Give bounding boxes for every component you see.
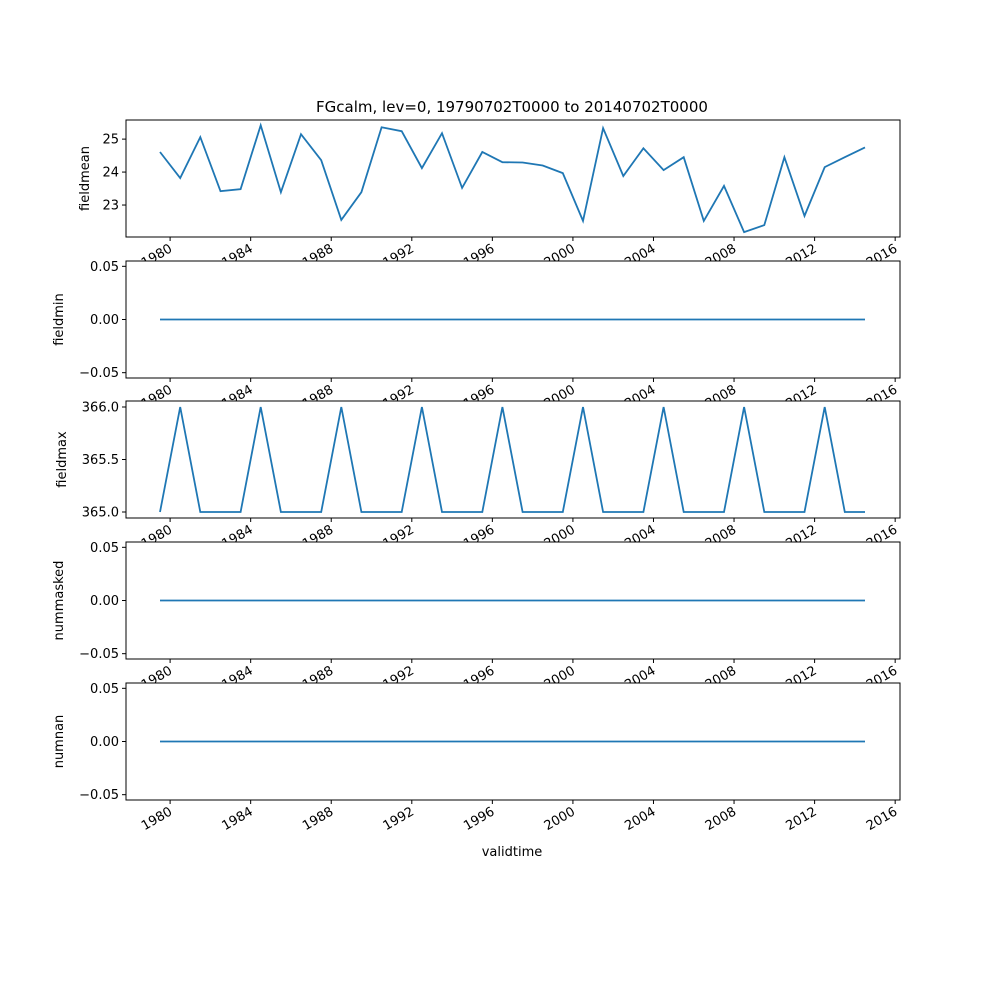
y-tick-label: 25 xyxy=(102,133,119,148)
series-line-fieldmax xyxy=(159,406,865,513)
y-tick-label: 0.05 xyxy=(90,682,119,697)
x-tick-label: 2000 xyxy=(542,804,578,834)
y-tick-label: 0.00 xyxy=(90,594,119,609)
y-tick-label: 0.00 xyxy=(90,313,119,328)
y-tick-label: 0.05 xyxy=(90,541,119,556)
y-axis-label: nummasked xyxy=(52,561,67,641)
y-axis-label: fieldmin xyxy=(52,293,67,346)
x-tick-label: 1992 xyxy=(381,804,417,834)
x-tick-label: 1996 xyxy=(461,804,497,834)
y-tick-label: 0.05 xyxy=(90,260,119,275)
x-tick-label: 2008 xyxy=(703,804,739,834)
x-tick-label: 2004 xyxy=(622,804,658,834)
x-tick-label: 1980 xyxy=(139,804,175,834)
y-tick-label: −0.05 xyxy=(79,788,119,803)
chart-title: FGcalm, lev=0, 19790702T0000 to 20140702… xyxy=(316,98,708,116)
x-tick-label: 1984 xyxy=(220,804,256,834)
y-tick-label: 365.0 xyxy=(82,506,119,521)
y-axis-label: fieldmax xyxy=(55,431,70,488)
x-tick-label: 1988 xyxy=(300,804,336,834)
y-tick-label: 23 xyxy=(102,199,119,214)
x-tick-label: 2016 xyxy=(864,804,900,834)
y-tick-label: 366.0 xyxy=(82,400,119,415)
y-axis-label: numnan xyxy=(52,715,67,769)
x-axis-label: validtime xyxy=(482,845,543,860)
x-tick-label: 2012 xyxy=(783,804,819,834)
y-tick-label: 24 xyxy=(102,166,119,181)
y-tick-label: 0.00 xyxy=(90,735,119,750)
axes-background xyxy=(126,120,900,237)
y-tick-label: −0.05 xyxy=(79,647,119,662)
series-line-fieldmean xyxy=(159,122,866,234)
panel-numnan: −0.05 0.00 0.05 numnan 1980 1984 1988 1992 1996 2… xyxy=(52,682,901,834)
y-tick-label: 365.5 xyxy=(82,453,119,468)
axes-frame xyxy=(125,119,901,238)
y-axis-label: fieldmean xyxy=(78,146,93,211)
y-tick-label: −0.05 xyxy=(79,366,119,381)
